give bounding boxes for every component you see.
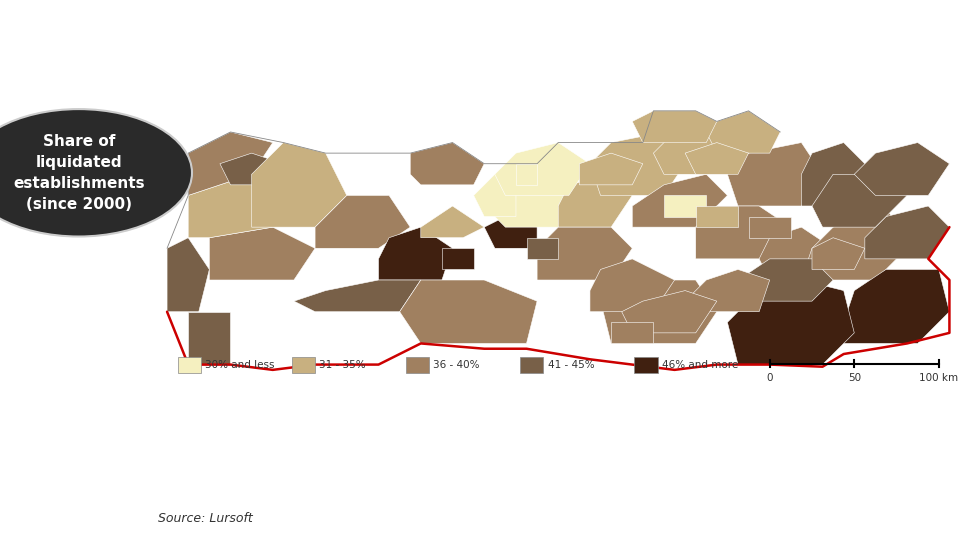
Polygon shape: [420, 206, 484, 238]
Polygon shape: [188, 312, 230, 364]
Polygon shape: [633, 111, 717, 143]
Polygon shape: [516, 164, 537, 185]
Polygon shape: [812, 238, 865, 269]
Polygon shape: [802, 206, 907, 280]
Polygon shape: [802, 143, 876, 206]
Text: 50: 50: [848, 373, 861, 383]
Polygon shape: [685, 269, 770, 312]
Polygon shape: [759, 227, 833, 280]
Polygon shape: [188, 174, 294, 238]
Polygon shape: [537, 227, 633, 280]
Polygon shape: [749, 217, 791, 238]
Bar: [520, 357, 543, 373]
Text: Share of
liquidated
establishments
(since 2000): Share of liquidated establishments (sinc…: [12, 134, 145, 212]
Polygon shape: [728, 280, 854, 364]
Polygon shape: [664, 195, 707, 217]
Polygon shape: [526, 238, 559, 259]
Polygon shape: [167, 238, 209, 312]
Polygon shape: [494, 143, 590, 195]
Bar: [406, 357, 429, 373]
Polygon shape: [612, 322, 654, 343]
Text: Source: Lursoft: Source: Lursoft: [158, 512, 253, 525]
Text: 46% and more: 46% and more: [661, 360, 738, 370]
Polygon shape: [728, 143, 823, 206]
Text: 36 - 40%: 36 - 40%: [434, 360, 480, 370]
Polygon shape: [484, 217, 537, 248]
Polygon shape: [494, 185, 580, 227]
Polygon shape: [473, 174, 516, 217]
Polygon shape: [442, 248, 473, 269]
Polygon shape: [294, 280, 420, 312]
Polygon shape: [580, 153, 643, 185]
Polygon shape: [601, 280, 717, 343]
Polygon shape: [812, 174, 907, 227]
Text: 31 - 35%: 31 - 35%: [320, 360, 366, 370]
Polygon shape: [410, 143, 484, 185]
Text: 100 km: 100 km: [920, 373, 958, 383]
Polygon shape: [854, 143, 949, 195]
Polygon shape: [707, 111, 780, 153]
Text: 41 - 45%: 41 - 45%: [547, 360, 594, 370]
Polygon shape: [315, 195, 410, 248]
Bar: [178, 357, 201, 373]
Text: 30% and less: 30% and less: [205, 360, 275, 370]
Polygon shape: [378, 227, 452, 280]
Polygon shape: [738, 259, 833, 301]
Polygon shape: [865, 206, 949, 259]
Polygon shape: [188, 132, 273, 195]
Polygon shape: [622, 291, 717, 333]
Polygon shape: [559, 174, 633, 227]
Polygon shape: [696, 206, 791, 259]
Bar: [635, 357, 658, 373]
Polygon shape: [844, 269, 949, 343]
Polygon shape: [399, 280, 537, 343]
Polygon shape: [590, 259, 675, 312]
Polygon shape: [654, 122, 749, 174]
Text: 0: 0: [766, 373, 773, 383]
Polygon shape: [590, 132, 685, 195]
Bar: [292, 357, 315, 373]
Polygon shape: [696, 206, 738, 227]
Polygon shape: [685, 143, 749, 174]
Polygon shape: [252, 143, 347, 227]
Polygon shape: [209, 227, 315, 280]
Polygon shape: [220, 153, 283, 185]
Polygon shape: [633, 174, 728, 227]
